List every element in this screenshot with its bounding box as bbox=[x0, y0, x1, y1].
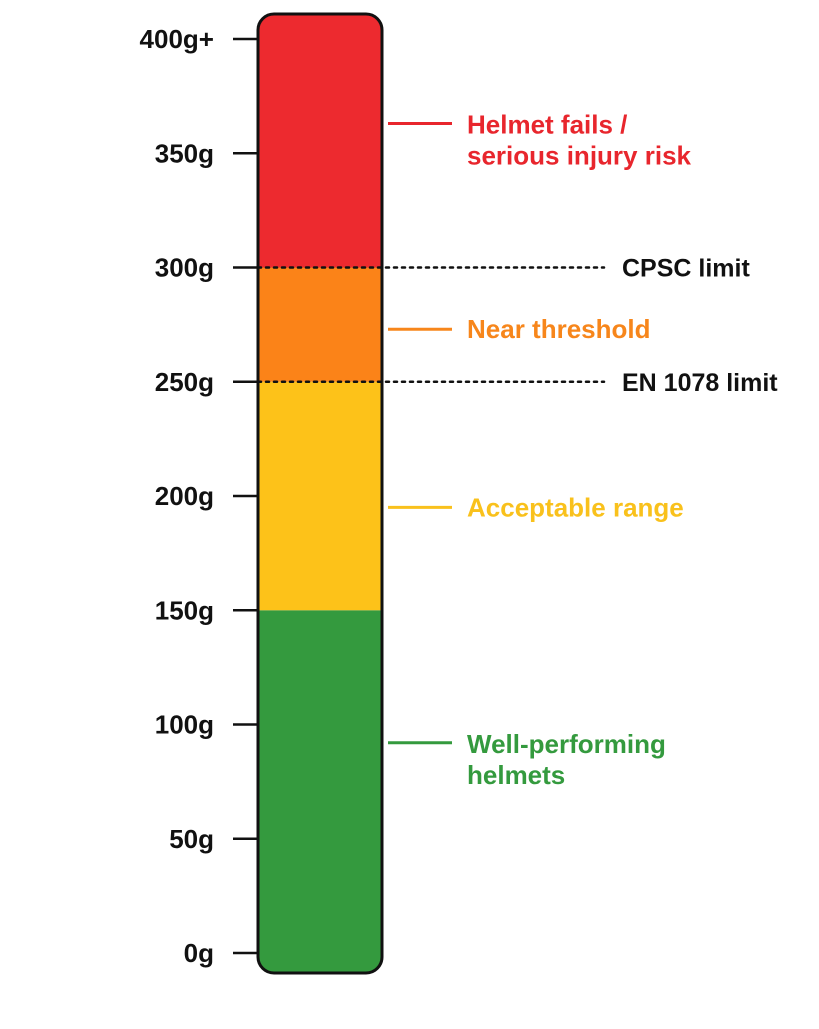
tick-label-300: 300g bbox=[155, 253, 214, 283]
annotation-label-1-line-0: Near threshold bbox=[467, 314, 651, 344]
threshold-label-250: EN 1078 limit bbox=[622, 369, 778, 397]
tick-label-0: 0g bbox=[184, 938, 214, 968]
annotation-label-0: Helmet fails / serious injury risk bbox=[467, 110, 692, 171]
tick-layer: 0g 50g 100g 150g 200g 250g 300g 350g 400g+ bbox=[140, 24, 258, 968]
annotation-label-1: Near threshold bbox=[467, 314, 651, 344]
tick-label-100: 100g bbox=[155, 710, 214, 740]
tick-label-350: 350g bbox=[155, 138, 214, 168]
tick-label-250: 250g bbox=[155, 367, 214, 397]
tick-label-400: 400g+ bbox=[140, 24, 214, 54]
band-300-400 bbox=[258, 14, 382, 268]
annotation-label-2-line-0: Acceptable range bbox=[467, 492, 684, 522]
band-150-250 bbox=[258, 381, 382, 611]
annotation-label-3-line-0: Well-performing bbox=[467, 729, 666, 759]
annotation-label-3: Well-performing helmets bbox=[467, 729, 666, 790]
band-250-300 bbox=[258, 267, 382, 382]
threshold-layer: CPSC limit EN 1078 limit bbox=[256, 255, 778, 397]
tick-label-200: 200g bbox=[155, 481, 214, 511]
threshold-label-300: CPSC limit bbox=[622, 255, 750, 283]
tick-label-150: 150g bbox=[155, 595, 214, 625]
annotation-label-2: Acceptable range bbox=[467, 492, 684, 522]
annotation-label-3-line-1: helmets bbox=[467, 760, 565, 790]
band-0-150 bbox=[258, 610, 382, 973]
annotation-layer: Helmet fails / serious injury risk Near th… bbox=[388, 110, 692, 790]
annotation-label-0-line-1: serious injury risk bbox=[467, 141, 692, 171]
tick-label-50: 50g bbox=[169, 824, 214, 854]
annotation-label-0-line-0: Helmet fails / bbox=[467, 110, 627, 140]
scale-bar-outline bbox=[256, 12, 384, 975]
bands-layer bbox=[258, 14, 382, 973]
